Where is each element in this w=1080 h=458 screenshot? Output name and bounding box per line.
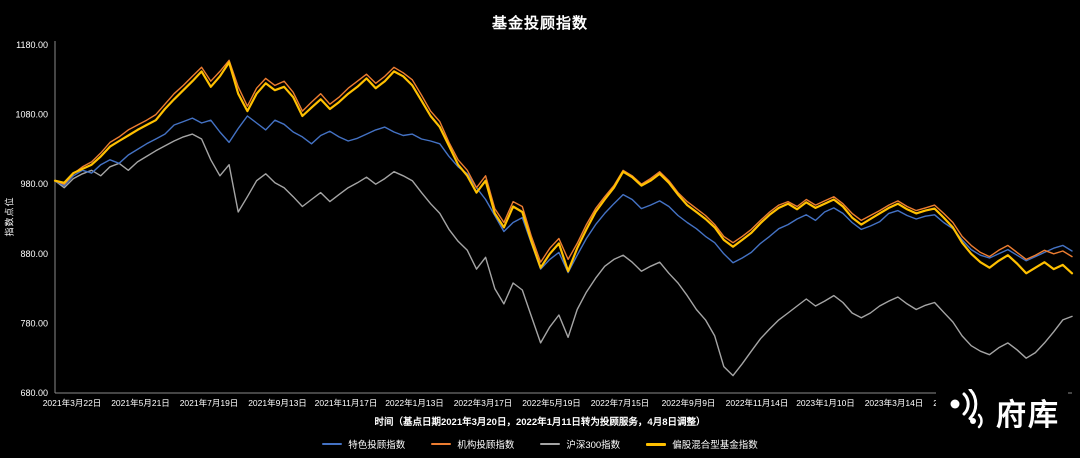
legend-swatch — [322, 443, 343, 445]
x-tick-label: 2023年1月10日 — [796, 398, 855, 408]
x-tick-label: 2022年1月13日 — [385, 398, 444, 408]
x-tick-label: 2022年7月15日 — [591, 398, 650, 408]
x-tick-label: 2021年3月22日 — [43, 398, 102, 408]
x-tick-label: 2021年5月21日 — [111, 398, 170, 408]
y-tick-label: 1180.00 — [16, 40, 48, 50]
y-tick-label: 980.00 — [20, 179, 48, 189]
x-tick-label: 2022年9月9日 — [662, 398, 716, 408]
x-tick-label: 2022年11月14日 — [726, 398, 789, 408]
x-tick-label: 2023年3月14日 — [865, 398, 924, 408]
legend-item: 特色投顾指数 — [322, 437, 405, 451]
x-tick-label: 2021年11月17日 — [315, 398, 378, 408]
y-tick-label: 1080.00 — [15, 110, 48, 120]
x-tick-label: 2022年5月19日 — [522, 398, 581, 408]
legend-item: 沪深300指数 — [540, 437, 620, 451]
legend: 特色投顾指数 机构投顾指数 沪深300指数 偏股混合型基金指数 — [0, 437, 1080, 451]
watermark: 府库 — [936, 385, 1068, 438]
series-line — [54, 59, 1073, 263]
legend-swatch — [540, 443, 561, 445]
series-line — [53, 61, 1074, 275]
y-tick-label: 880.00 — [20, 249, 48, 259]
x-tick-label: 2022年3月17日 — [454, 398, 513, 408]
watermark-text: 府库 — [996, 398, 1060, 432]
legend-item: 偏股混合型基金指数 — [646, 437, 758, 451]
legend-swatch — [431, 443, 452, 445]
legend-label: 偏股混合型基金指数 — [672, 440, 758, 451]
y-tick-label: 680.00 — [20, 388, 48, 398]
fuku-logo-icon — [944, 388, 990, 434]
series-line — [54, 115, 1073, 274]
series-line — [54, 133, 1073, 377]
x-axis-title: 时间（基点日期2021年3月20日，2022年1月11日转为投顾服务，4月8日调… — [374, 417, 706, 428]
chart-title: 基金投顾指数 — [491, 15, 588, 32]
x-tick-label: 2021年9月13日 — [248, 398, 307, 408]
legend-item: 机构投顾指数 — [431, 437, 514, 451]
y-tick-label: 780.00 — [20, 318, 48, 328]
legend-label: 沪深300指数 — [566, 440, 621, 451]
legend-label: 特色投顾指数 — [348, 440, 406, 451]
x-tick-label: 2021年7月19日 — [180, 398, 239, 408]
legend-swatch — [646, 442, 667, 446]
legend-label: 机构投顾指数 — [457, 440, 515, 451]
